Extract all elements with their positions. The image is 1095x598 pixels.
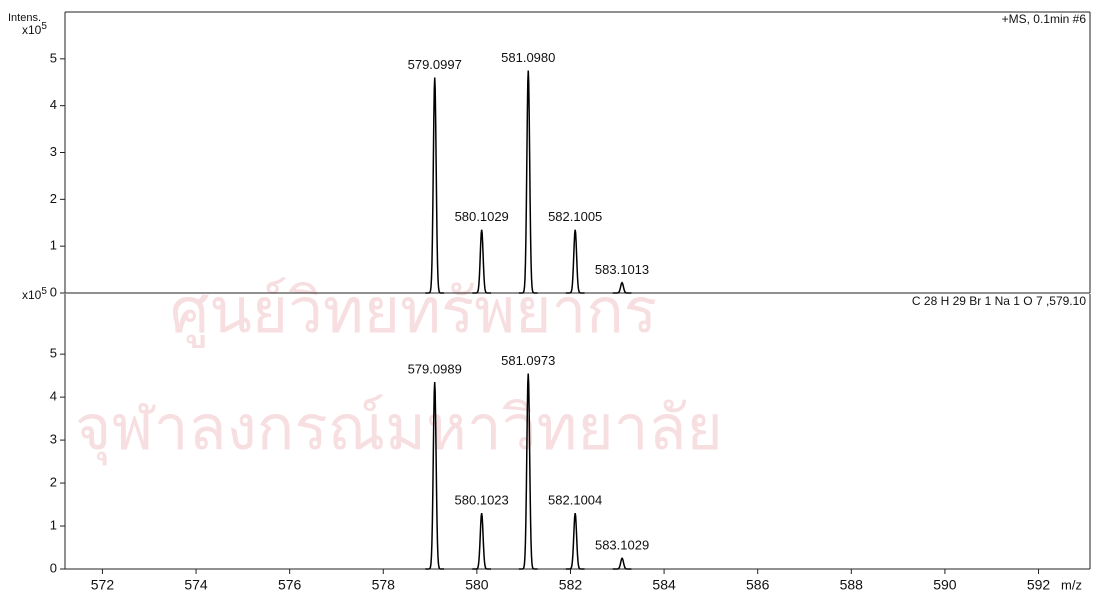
y-scale-base: x10: [22, 23, 42, 37]
peak: [612, 557, 632, 570]
y-tick-label: 3: [50, 144, 57, 159]
watermark: จุฬาลงกรณ์มหาวิทยาลัย: [75, 391, 723, 465]
y-tick-label: 0: [50, 284, 57, 299]
peak: [518, 373, 538, 570]
watermark: ศูนย์วิทยทรัพยากร: [170, 274, 657, 348]
y-tick-label: 3: [50, 432, 57, 447]
y-tick-label: 0: [50, 560, 57, 575]
y-scale-exponent: 5: [41, 286, 47, 297]
peak-label: 581.0973: [501, 353, 555, 368]
y-scale-base: x10: [22, 288, 42, 302]
x-tick-label: 588: [840, 577, 864, 593]
peak-label: 579.0989: [408, 362, 462, 377]
x-tick-label: 590: [933, 577, 957, 593]
peak: [425, 382, 445, 570]
y-axis-title: Intens.: [8, 12, 41, 24]
annotation: C 28 H 29 Br 1 Na 1 O 7 ,579.10: [912, 294, 1086, 308]
peak-label: 582.1005: [548, 209, 602, 224]
peak-label: 583.1013: [595, 262, 649, 277]
x-tick-label: 576: [278, 577, 302, 593]
peak-label: 579.0997: [408, 57, 462, 72]
y-scale-label: x105: [22, 286, 47, 303]
y-tick-label: 4: [50, 389, 57, 404]
y-tick-label: 4: [50, 97, 57, 112]
y-tick-label: 1: [50, 238, 57, 253]
y-tick-label: 2: [50, 191, 57, 206]
x-tick-label: 578: [372, 577, 396, 593]
peak: [565, 229, 585, 294]
peak: [472, 513, 492, 570]
x-tick-label: 586: [746, 577, 770, 593]
peak-label: 583.1029: [595, 538, 649, 553]
annotation: +MS, 0.1min #6: [1002, 12, 1087, 26]
y-tick-label: 5: [50, 50, 57, 65]
peak: [612, 281, 632, 294]
x-tick-label: 572: [91, 577, 115, 593]
x-tick-label: 580: [465, 577, 489, 593]
x-tick-label: 584: [652, 577, 676, 593]
peak: [472, 229, 492, 294]
peak-label: 580.1023: [455, 493, 509, 508]
y-tick-label: 1: [50, 517, 57, 532]
peak: [518, 70, 538, 294]
y-scale-label: x105: [22, 21, 47, 38]
peak: [565, 513, 585, 570]
x-axis-title: m/z: [1061, 577, 1082, 592]
peak-label: 582.1004: [548, 493, 602, 508]
y-scale-exponent: 5: [41, 21, 47, 32]
y-tick-label: 2: [50, 475, 57, 490]
x-tick-label: 592: [1027, 577, 1051, 593]
x-tick-label: 582: [559, 577, 583, 593]
y-tick-label: 5: [50, 346, 57, 361]
peak-label: 581.0980: [501, 50, 555, 65]
peak-label: 580.1029: [455, 209, 509, 224]
peak: [425, 77, 445, 294]
x-tick-label: 574: [184, 577, 208, 593]
